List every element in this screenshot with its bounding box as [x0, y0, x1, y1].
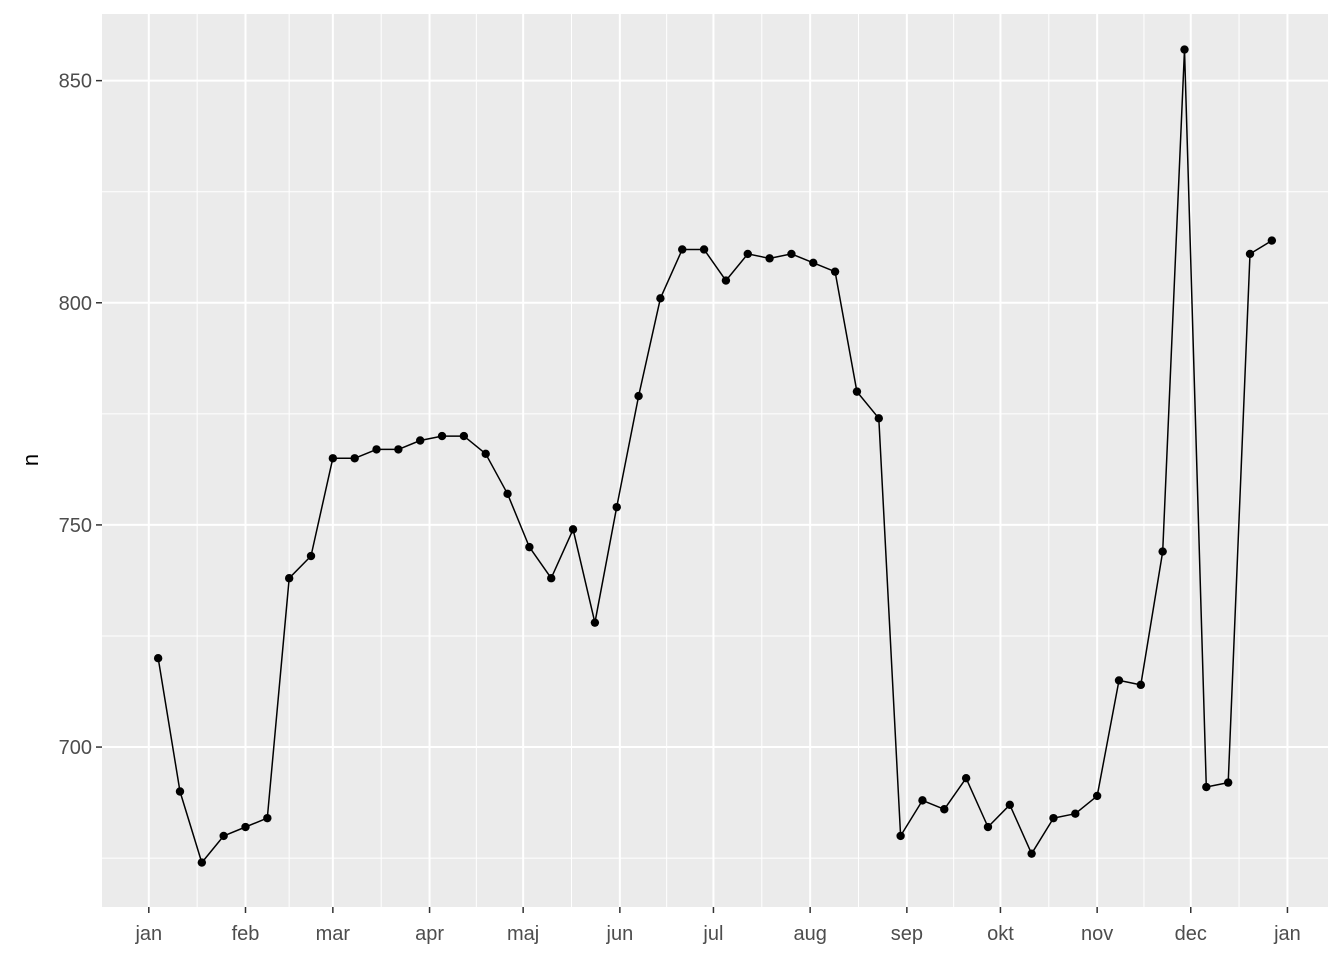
data-point: [568, 525, 578, 534]
data-point: [721, 276, 731, 285]
data-point: [896, 831, 905, 841]
data-point: [328, 454, 338, 463]
data-point: [983, 822, 993, 832]
x-tick-label: aug: [793, 923, 826, 945]
data-point: [1180, 45, 1189, 54]
x-tick-label: dec: [1175, 923, 1207, 945]
data-point: [940, 805, 949, 814]
x-tick-label: jul: [702, 923, 723, 945]
y-tick-label: 750: [59, 515, 92, 537]
data-point: [787, 249, 796, 259]
data-point: [525, 542, 534, 552]
data-point: [153, 654, 163, 663]
data-point: [678, 245, 687, 254]
data-point: [1005, 800, 1015, 810]
data-point: [241, 822, 250, 832]
data-point: [874, 414, 883, 423]
data-point: [459, 431, 469, 441]
y-axis: 700 750 800 850: [59, 71, 102, 759]
x-tick-label: maj: [507, 923, 539, 945]
data-point: [197, 858, 207, 867]
data-point: [1223, 778, 1233, 787]
data-point: [350, 454, 359, 463]
data-point: [1245, 249, 1255, 259]
data-point: [1114, 676, 1124, 685]
y-tick-label: 700: [59, 737, 92, 759]
panel-background: [102, 14, 1328, 907]
data-point: [809, 258, 818, 267]
x-tick-label: mar: [316, 923, 351, 945]
data-point: [547, 574, 556, 583]
data-point: [612, 502, 621, 512]
x-tick-label: jun: [606, 923, 634, 945]
data-point: [699, 245, 709, 254]
data-point: [1267, 236, 1277, 245]
x-tick-label: nov: [1081, 923, 1113, 945]
y-tick-label: 800: [59, 293, 92, 315]
data-point: [918, 796, 927, 805]
x-axis: jan feb mar apr maj jun jul aug sep okt nov dec jan: [134, 907, 1301, 945]
x-tick-label: okt: [987, 923, 1014, 945]
data-point: [852, 387, 862, 396]
data-point: [481, 449, 490, 459]
data-point: [590, 618, 600, 627]
data-point: [175, 787, 185, 796]
x-tick-label: jan: [134, 923, 162, 945]
x-tick-label: jan: [1273, 923, 1301, 945]
y-tick-label: 850: [59, 71, 92, 93]
major-gridlines: [102, 14, 1328, 907]
data-point: [437, 431, 447, 441]
data-point: [1027, 849, 1036, 858]
data-point: [830, 267, 840, 276]
data-point: [394, 445, 403, 454]
series-line: [157, 48, 1273, 864]
data-point: [503, 489, 512, 499]
data-point: [1202, 782, 1211, 792]
minor-gridlines: [102, 14, 1328, 907]
data-point: [263, 813, 272, 823]
data-point: [656, 294, 665, 303]
data-point: [284, 574, 294, 583]
data-point: [219, 831, 228, 841]
data-point: [1158, 547, 1167, 556]
data-point: [306, 551, 316, 561]
x-tick-label: sep: [891, 923, 923, 945]
data-point: [415, 436, 425, 445]
data-point: [372, 445, 381, 454]
data-point: [1092, 791, 1102, 801]
y-axis-title: n: [18, 454, 43, 466]
data-point: [765, 254, 774, 263]
data-point: [743, 249, 752, 259]
x-tick-label: apr: [415, 923, 444, 945]
data-point: [1136, 680, 1146, 690]
x-tick-label: feb: [232, 923, 260, 945]
data-point: [1049, 813, 1058, 823]
data-point: [961, 773, 971, 783]
data-point: [1071, 809, 1080, 818]
series-layer: [153, 45, 1277, 867]
data-point: [634, 391, 643, 401]
